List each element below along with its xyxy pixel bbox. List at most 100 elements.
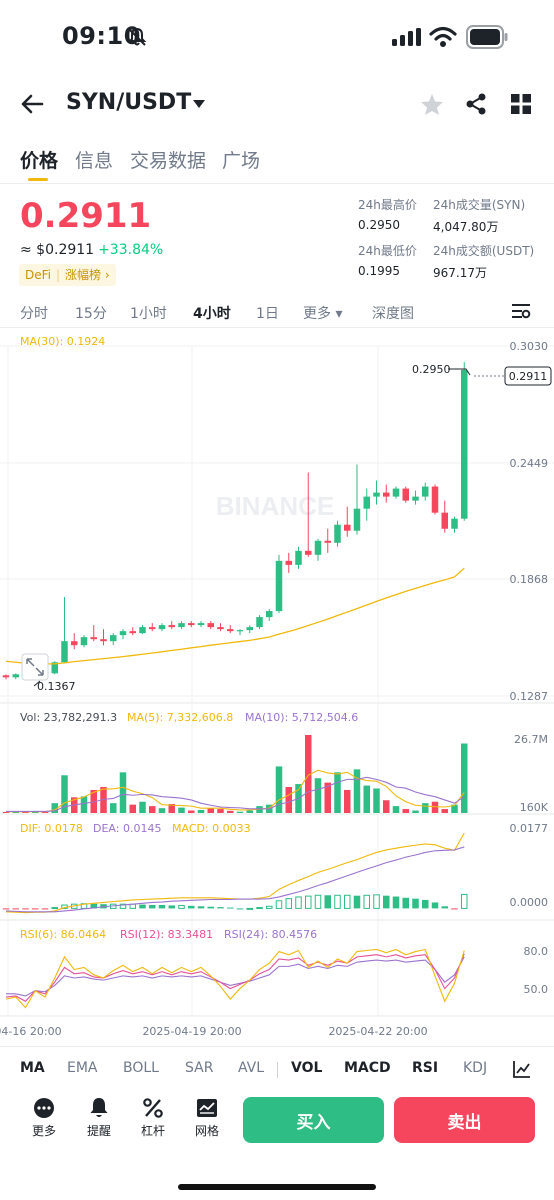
share-icon[interactable]	[465, 93, 487, 115]
macd-bar	[305, 895, 312, 909]
volume-bar	[51, 803, 58, 813]
margin-action[interactable]: 杠杆	[131, 1094, 175, 1139]
volume-bars	[2, 735, 468, 814]
volume-bar	[22, 811, 29, 813]
indicator-macd[interactable]: MACD	[344, 1060, 391, 1076]
indicator-kdj[interactable]: KDJ	[463, 1060, 488, 1076]
interval-more[interactable]: 更多 ▾	[303, 306, 343, 322]
macd-bar	[363, 894, 370, 909]
volume-bar	[275, 766, 283, 813]
divider	[0, 327, 554, 328]
tab-square[interactable]: 广场	[222, 150, 261, 172]
volume-bar	[363, 785, 370, 813]
indicator-rsi[interactable]: RSI	[412, 1060, 439, 1076]
indicator-lines	[5, 567, 465, 1009]
candle-body	[392, 488, 400, 497]
candle-body	[266, 611, 273, 618]
candle-body	[12, 674, 19, 678]
macd-bar	[392, 896, 400, 909]
macd-bar	[314, 894, 322, 909]
sell-button[interactable]: 卖出	[394, 1097, 535, 1143]
interval-time[interactable]: 分时	[20, 306, 48, 322]
volume-bar	[110, 803, 117, 813]
macd-bar	[41, 908, 49, 910]
back-arrow-icon[interactable]	[20, 93, 44, 115]
candle-body	[353, 508, 361, 531]
tag-separator: |	[56, 268, 61, 282]
time-axis-label: 04-16 20:00	[0, 1025, 62, 1038]
volume-bar	[129, 804, 136, 813]
favorite-star-icon[interactable]	[420, 93, 444, 116]
interval-4h[interactable]: 4小时	[193, 306, 231, 322]
tag-box[interactable]: DeFi | 涨幅榜 ›	[19, 264, 116, 286]
indicator-settings-icon[interactable]	[512, 1059, 532, 1079]
indicator-vol[interactable]: VOL	[291, 1060, 323, 1076]
interval-15m[interactable]: 15分	[75, 306, 107, 322]
price-axis-tick: 0.3030	[510, 340, 549, 353]
macd-bar	[197, 906, 205, 909]
grid-action[interactable]: 网格	[185, 1094, 229, 1139]
pair-dropdown-icon[interactable]	[192, 99, 206, 109]
chart-settings-icon[interactable]	[511, 302, 531, 320]
pair-title[interactable]: SYN/USDT	[66, 90, 192, 115]
tag-rank[interactable]: 涨幅榜 ›	[65, 268, 110, 282]
detail-tabs: 价格 信息 交易数据 广场	[0, 140, 554, 182]
indicator-sar[interactable]: SAR	[185, 1060, 214, 1076]
indicator-ma[interactable]: MA	[20, 1060, 45, 1076]
indicator-boll[interactable]: BOLL	[123, 1060, 159, 1076]
volume-bar	[139, 801, 146, 813]
interval-1h[interactable]: 1小时	[130, 306, 167, 322]
volume-bar	[100, 787, 107, 813]
volume-bar	[412, 810, 419, 813]
fiat-price: ≈ $0.2911	[20, 242, 95, 258]
candle-body	[217, 627, 224, 630]
candle-body	[80, 637, 88, 646]
volume-bar	[80, 796, 88, 813]
depth-chart-tab[interactable]: 深度图	[372, 306, 414, 322]
candle-body	[197, 623, 205, 626]
macd-bar	[227, 907, 234, 909]
volume-bar	[197, 809, 205, 813]
interval-1d[interactable]: 1日	[256, 306, 279, 322]
macd-bar	[275, 900, 283, 909]
macd-bar	[12, 908, 19, 910]
macd-axis-tick: 0.0000	[510, 896, 549, 909]
candle-body	[207, 623, 214, 628]
macd-value-label: MACD: 0.0033	[172, 822, 251, 835]
buy-button[interactable]: 买入	[243, 1097, 384, 1143]
macd-bar	[236, 908, 244, 910]
volume-bar	[61, 775, 68, 813]
alert-action[interactable]: 提醒	[77, 1094, 121, 1139]
candle-body	[168, 625, 175, 628]
time-axis-label: 2025-04-19 20:00	[142, 1025, 241, 1038]
divider	[0, 183, 554, 184]
fullscreen-toggle[interactable]	[21, 653, 49, 681]
indicator-divider	[277, 1062, 278, 1078]
candle-body	[363, 496, 370, 509]
tag-category[interactable]: DeFi	[25, 268, 51, 282]
layout-grid-icon[interactable]	[511, 94, 531, 114]
candle-body	[110, 635, 117, 642]
volume-bar	[12, 812, 19, 814]
tab-info[interactable]: 信息	[75, 150, 114, 172]
macd-bar	[168, 905, 175, 909]
macd-bar	[383, 895, 390, 909]
alert-action-label: 提醒	[86, 1124, 111, 1138]
more-action[interactable]: 更多	[22, 1094, 66, 1139]
tab-trade-data[interactable]: 交易数据	[130, 150, 207, 172]
rsi-axis-tick: 80.0	[524, 945, 549, 958]
indicator-ema[interactable]: EMA	[67, 1060, 98, 1076]
candle-body	[178, 623, 185, 628]
candle-body	[158, 625, 166, 630]
macd-axis-tick: 0.0177	[510, 822, 549, 835]
tab-price[interactable]: 价格	[20, 150, 59, 172]
indicator-avl[interactable]: AVL	[238, 1060, 265, 1076]
expand-icon	[26, 658, 44, 676]
macd-dea-label: DEA: 0.0145	[93, 822, 161, 835]
candle-body	[188, 623, 195, 626]
volume-bar	[305, 735, 312, 813]
macd-bar	[51, 907, 58, 910]
volume-bar	[431, 801, 439, 813]
candle-body	[412, 496, 419, 501]
kline-chart[interactable]: BINANCE MA(30): 0.1924 0.3030 0.2449 0.1…	[0, 330, 554, 1040]
